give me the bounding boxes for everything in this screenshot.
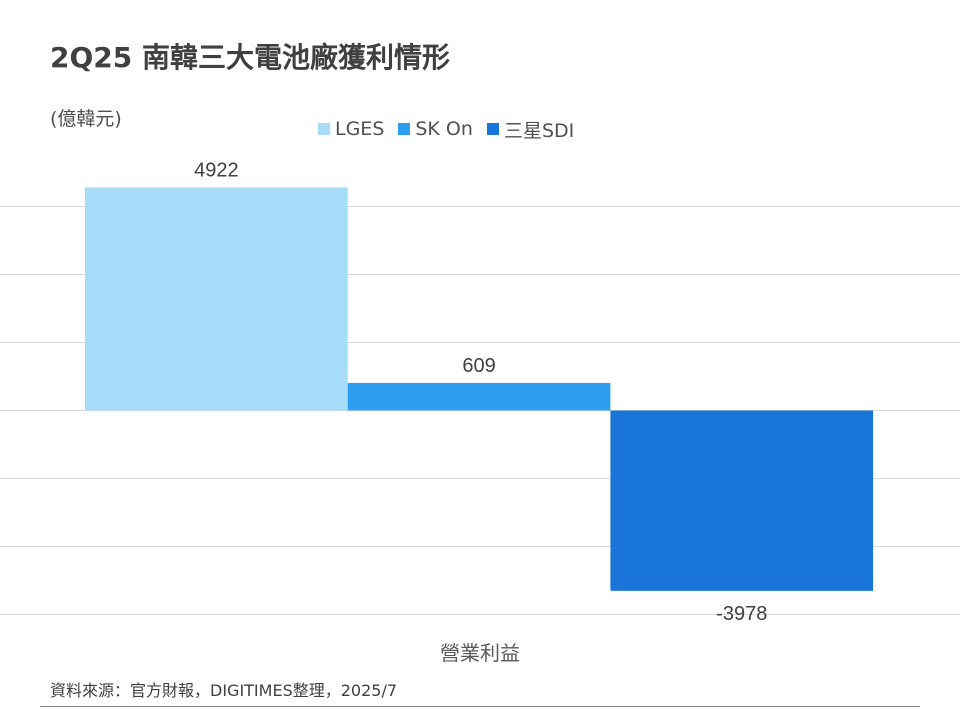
- legend-label-lges: LGES: [335, 118, 385, 140]
- legend-label-samsung-sdi: 三星SDI: [503, 119, 575, 142]
- x-axis-label: 營業利益: [440, 641, 520, 665]
- legend-item-samsung-sdi: 三星SDI: [486, 116, 575, 143]
- chart-title: 2Q25 南韓三大電池廠獲利情形: [50, 41, 450, 74]
- legend-swatch-samsung-sdi: [486, 123, 499, 135]
- legend: LGES SK On 三星SDI: [318, 116, 575, 143]
- data-label-sk-on: 609: [462, 355, 495, 377]
- bar-lges: [85, 187, 348, 411]
- legend-swatch-sk-on: [398, 123, 411, 135]
- source-footnote: 資料來源：官方財報，DIGITIMES整理，2025/7: [50, 681, 398, 700]
- legend-swatch-lges: [318, 123, 330, 135]
- data-label-samsung-sdi: -3978: [716, 603, 767, 625]
- unit-label: (億韓元): [50, 108, 122, 130]
- footer-divider: [40, 706, 920, 707]
- bar-sk-on: [347, 382, 611, 411]
- legend-item-sk-on: SK On: [398, 118, 473, 140]
- legend-item-lges: LGES: [318, 118, 384, 140]
- legend-label-sk-on: SK On: [415, 118, 473, 140]
- data-label-lges: 4922: [194, 159, 239, 181]
- bar-samsung-sdi: [610, 410, 874, 591]
